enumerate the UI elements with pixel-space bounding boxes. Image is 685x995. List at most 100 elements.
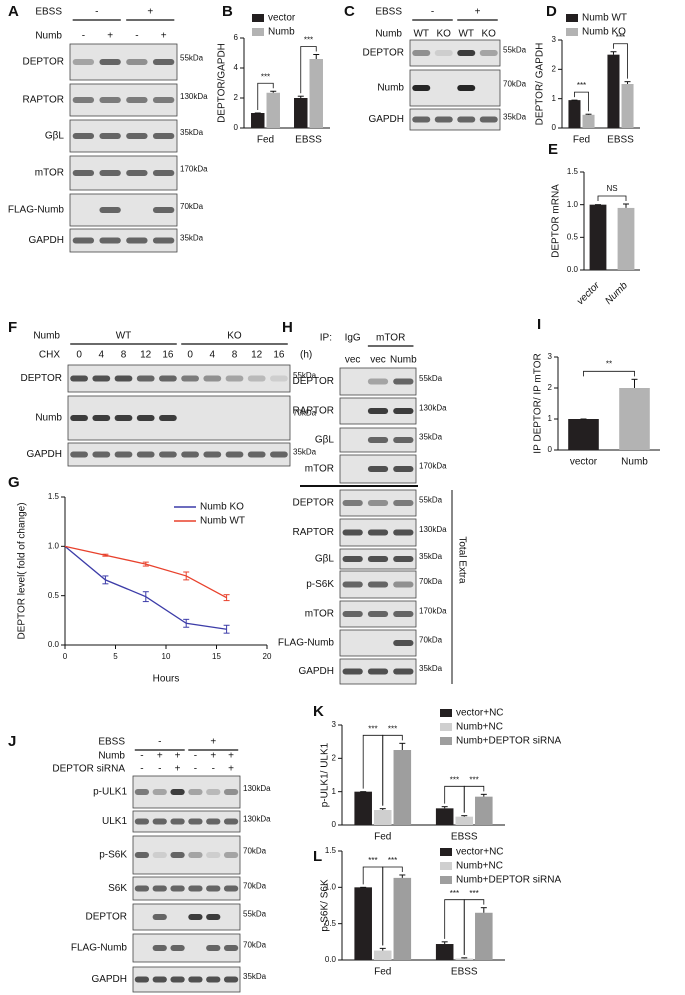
legend-swatch: [440, 709, 452, 717]
significance-label: ***: [388, 856, 397, 865]
y-tick-label: 2: [234, 93, 239, 102]
band: [188, 852, 203, 858]
band: [206, 976, 221, 983]
kda-marker: 70kDa: [503, 80, 527, 89]
condition-label: KO: [227, 331, 242, 342]
legend-label: Numb+DEPTOR siRNA: [456, 736, 561, 747]
kda-marker: 55kDa: [243, 910, 267, 919]
protein-name: ULK1: [102, 816, 127, 827]
band: [136, 415, 155, 421]
band: [152, 885, 167, 892]
band: [126, 133, 148, 139]
condition-label: +: [228, 751, 234, 762]
bar: [294, 98, 308, 128]
bar: [354, 887, 372, 960]
condition-name: Numb: [33, 331, 60, 342]
bar: [373, 810, 392, 825]
significance-label: **: [606, 359, 612, 368]
significance-label: ***: [368, 724, 377, 733]
y-tick-label: 1.0: [325, 882, 337, 891]
protein-name: DEPTOR: [21, 373, 63, 384]
condition-label: 4: [99, 350, 105, 361]
bar: [393, 750, 412, 825]
significance-bracket: [583, 370, 635, 377]
band: [170, 852, 185, 858]
band: [188, 976, 203, 983]
protein-name: Numb: [377, 83, 404, 94]
band: [203, 375, 222, 382]
series-line: [64, 545, 227, 599]
band: [206, 789, 221, 795]
condition-label: 8: [232, 350, 238, 361]
kda-marker: 35kDa: [419, 433, 443, 442]
blot-strip: [132, 933, 241, 963]
condition-label: -: [140, 751, 143, 762]
y-tick-label: 0: [332, 820, 337, 829]
band: [342, 529, 363, 536]
band: [70, 451, 88, 458]
y-tick-label: 1.5: [325, 846, 337, 855]
band: [457, 85, 476, 91]
kda-marker: 55kDa: [419, 496, 443, 505]
band: [270, 375, 288, 382]
band: [188, 789, 203, 795]
band: [136, 375, 155, 382]
condition-label: +: [228, 764, 234, 775]
legend-label: Numb WT: [200, 516, 245, 527]
y-tick-label: 1.0: [48, 541, 60, 550]
condition-label: +: [175, 751, 181, 762]
band: [170, 945, 185, 951]
band: [393, 668, 414, 675]
band: [247, 451, 266, 458]
band: [206, 914, 221, 920]
panel-label: C: [344, 3, 355, 20]
bar: [617, 207, 635, 270]
bar: [475, 912, 493, 960]
band: [134, 818, 150, 825]
band: [393, 581, 414, 588]
legend-swatch: [252, 28, 264, 36]
significance-label: ***: [304, 36, 313, 45]
band: [393, 500, 414, 506]
band: [152, 818, 167, 825]
blot-strip: [132, 876, 241, 901]
kda-marker: 130kDa: [180, 92, 208, 101]
band: [99, 97, 121, 103]
band: [181, 375, 199, 382]
band: [434, 50, 453, 56]
panel-label: H: [282, 319, 293, 336]
condition-label: -: [158, 764, 161, 775]
band: [134, 885, 150, 892]
kda-marker: 55kDa: [293, 371, 317, 380]
condition-label: -: [135, 31, 138, 42]
protein-name: GβL: [315, 435, 335, 446]
condition-label: vec: [345, 355, 361, 366]
legend-swatch: [252, 14, 264, 22]
condition-label: IgG: [345, 333, 361, 344]
band: [342, 581, 363, 588]
significance-label: ***: [577, 81, 586, 90]
y-axis-label: p-ULK1/ ULK1: [320, 742, 331, 807]
protein-name: DEPTOR: [86, 912, 128, 923]
kda-marker: 70kDa: [243, 881, 267, 890]
band: [92, 415, 111, 421]
bar: [266, 92, 280, 128]
condition-label: +: [107, 31, 113, 42]
band: [72, 59, 95, 65]
band: [70, 375, 88, 382]
blot-strip: [132, 903, 241, 931]
condition-label: mTOR: [376, 333, 405, 344]
band: [170, 885, 185, 892]
condition-label: +: [210, 751, 216, 762]
blot-strip: [132, 775, 241, 809]
band: [412, 50, 431, 56]
y-tick-label: 0: [234, 123, 239, 132]
band: [225, 375, 244, 382]
band: [152, 59, 175, 65]
y-tick-label: 0.0: [48, 640, 60, 649]
condition-label: -: [140, 764, 143, 775]
band: [367, 378, 389, 385]
band: [152, 207, 175, 213]
y-tick-label: 0: [548, 445, 553, 454]
band: [152, 133, 175, 139]
